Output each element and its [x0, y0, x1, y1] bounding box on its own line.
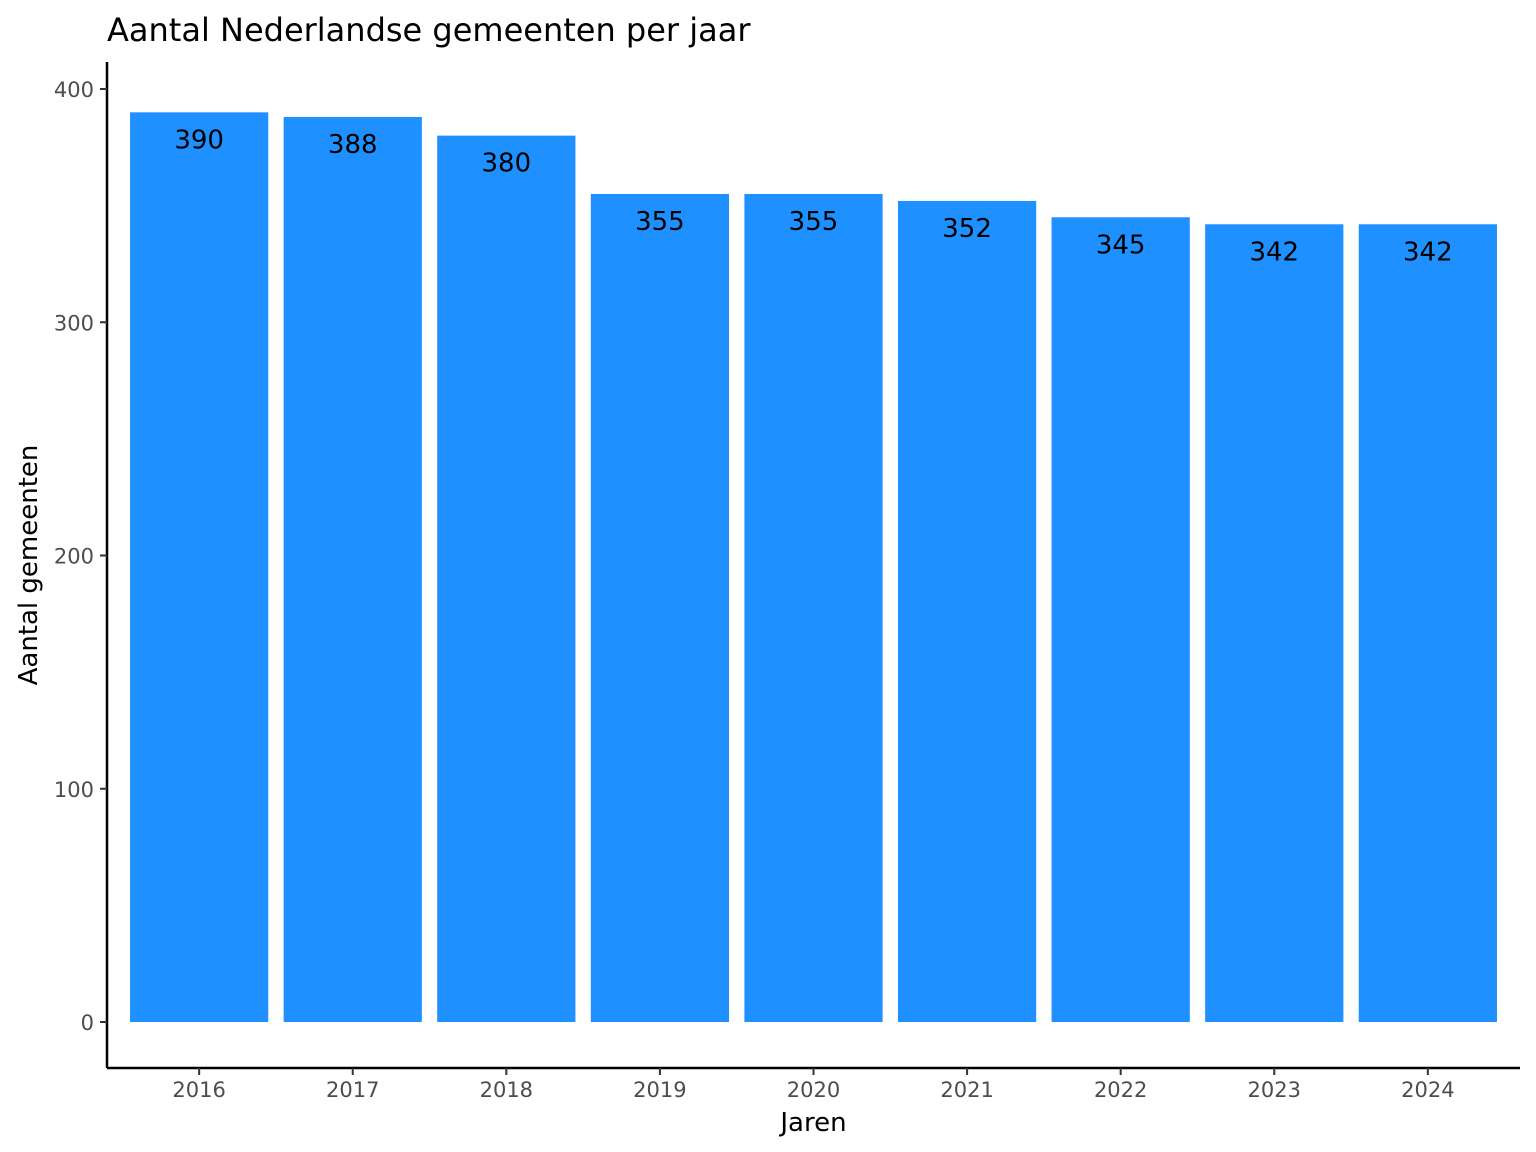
bar-2019: [590, 193, 730, 1022]
y-tick-label-300: 300: [54, 311, 94, 335]
bar-2024: [1358, 224, 1497, 1022]
chart-title: Aantal Nederlandse gemeenten per jaar: [107, 11, 751, 49]
y-tick-label-100: 100: [54, 778, 94, 802]
data-labels-layer: 390 388 380 355 355 352 345 342 342: [174, 125, 1452, 267]
y-tick-label-400: 400: [54, 78, 94, 102]
bars-layer: [130, 112, 1497, 1023]
x-tick-label-2020: 2020: [787, 1078, 840, 1102]
bar-2021: [897, 200, 1037, 1022]
data-label-2024: 342: [1403, 237, 1453, 267]
x-tick-label-2022: 2022: [1094, 1078, 1147, 1102]
x-tick-label-2024: 2024: [1401, 1078, 1454, 1102]
x-axis-title: Jaren: [778, 1108, 846, 1138]
data-label-2022: 345: [1096, 230, 1146, 260]
bar-2020: [744, 193, 883, 1022]
bar-2022: [1051, 217, 1190, 1023]
bar-2023: [1205, 224, 1344, 1022]
bar-2017: [283, 116, 422, 1023]
bar-2018: [437, 135, 576, 1022]
y-axis-title: Aantal gemeenten: [14, 445, 44, 686]
x-tick-label-2021: 2021: [940, 1078, 993, 1102]
x-tick-label-2018: 2018: [480, 1078, 533, 1102]
x-tick-label-2019: 2019: [633, 1078, 686, 1102]
data-label-2016: 390: [174, 125, 224, 155]
data-label-2020: 355: [789, 207, 839, 237]
x-tick-label-2016: 2016: [172, 1078, 225, 1102]
y-ticks-layer: 0 100 200 300 400: [54, 78, 107, 1035]
x-ticks-layer: 2016 2017 2018 2019 2020 2021 2022 2023 2024: [172, 1068, 1455, 1102]
data-label-2023: 342: [1249, 237, 1299, 267]
data-label-2021: 352: [942, 214, 992, 244]
data-label-2019: 355: [635, 207, 685, 237]
y-tick-label-0: 0: [81, 1011, 94, 1035]
x-tick-label-2023: 2023: [1248, 1078, 1301, 1102]
x-tick-label-2017: 2017: [326, 1078, 379, 1102]
bar-2016: [130, 112, 269, 1022]
data-label-2017: 388: [328, 130, 378, 160]
y-tick-label-200: 200: [54, 545, 94, 569]
data-label-2018: 380: [482, 149, 532, 179]
